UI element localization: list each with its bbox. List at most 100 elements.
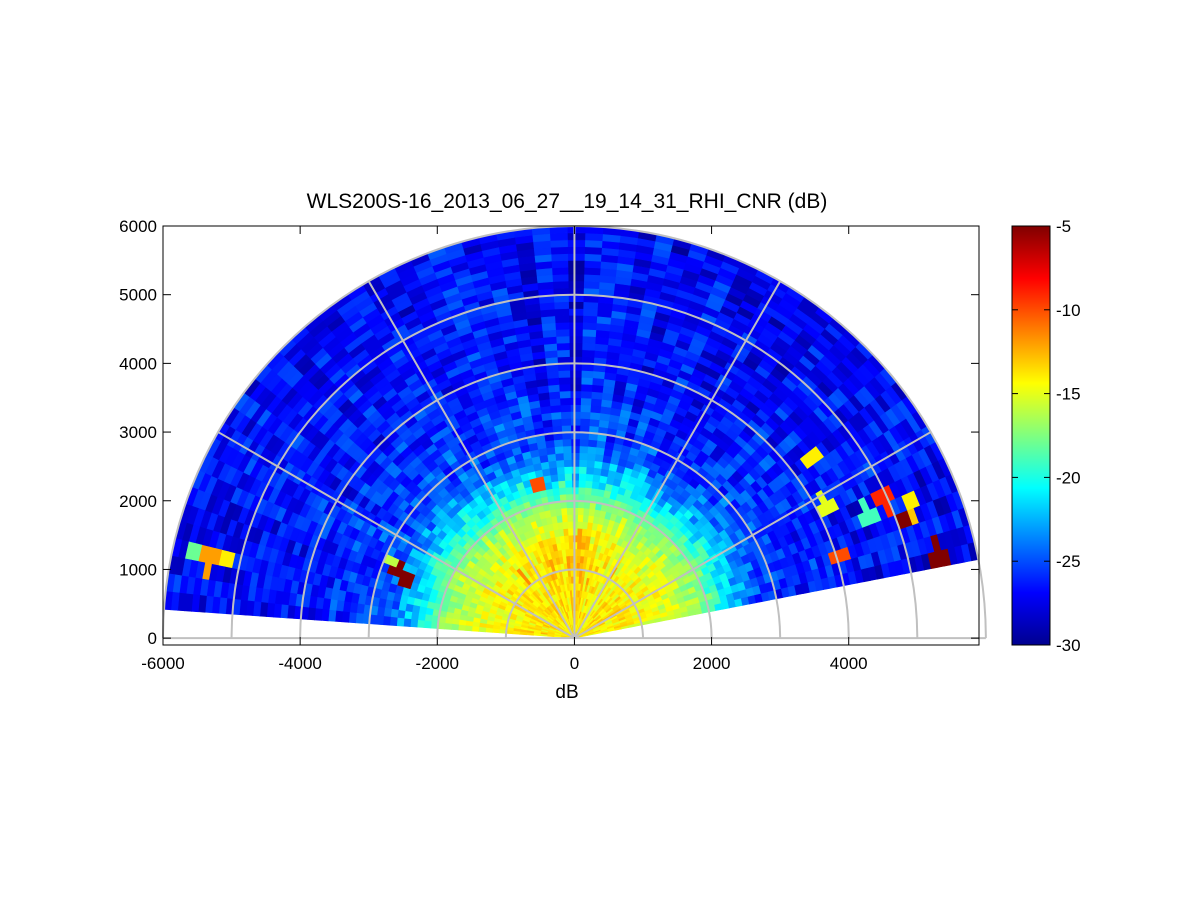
- cnr-cell-1974: [551, 260, 569, 269]
- cnr-cell-1758: [582, 507, 590, 516]
- cnr-cell-1973: [551, 266, 569, 276]
- cnr-cell-1755: [581, 528, 588, 537]
- cnr-cell-2018: [546, 370, 559, 379]
- cnr-cell-3936: [321, 609, 330, 622]
- cnr-cell-1962: [556, 342, 570, 351]
- cnr-cell-3908: [512, 630, 521, 635]
- plot-area: -6000 -4000 -2000 0 2000 4000 0 1000 2000 3000 40…: [119, 217, 987, 673]
- cnr-cell-3912: [485, 627, 493, 633]
- cnr-cell-3913: [478, 626, 487, 633]
- cnr-cell-1763: [585, 473, 594, 482]
- cnr-cell-1817: [577, 514, 584, 522]
- x-tick-label: 4000: [830, 654, 868, 673]
- spoke-30: [573, 431, 932, 639]
- cnr-cell-1821: [577, 486, 586, 495]
- spoke-60: [573, 280, 782, 639]
- cnr-cell-1703: [591, 474, 601, 483]
- cnr-cell-1827: [578, 445, 589, 454]
- colorbar-tick-label: -30: [1056, 636, 1081, 655]
- colorbar-tick-label: -10: [1056, 301, 1081, 320]
- cnr-cell-1812: [576, 548, 581, 557]
- colorbar-gradient: [1011, 225, 1051, 646]
- cnr-cell-3924: [403, 618, 412, 627]
- cnr-cell-2016: [547, 384, 560, 393]
- cnr-cell-1957: [558, 376, 571, 385]
- cnr-cell-1847: [582, 308, 598, 317]
- cnr-cell-1975: [550, 253, 569, 262]
- cnr-cell-1777: [591, 377, 605, 386]
- cnr-cell-1771: [588, 418, 600, 427]
- cnr-cell-1897: [569, 376, 582, 385]
- cnr-cell-3915: [464, 625, 473, 632]
- cnr-cell-1825: [578, 459, 588, 468]
- cnr-cell-1945: [563, 459, 572, 468]
- cnr-cell-1942: [564, 479, 573, 488]
- cnr-cell-1937: [566, 514, 573, 522]
- cnr-cell-1834: [580, 397, 592, 406]
- cnr-cell-1855: [583, 253, 602, 262]
- cnr-cell-2003: [556, 473, 566, 482]
- cnr-cell-1813: [576, 541, 582, 550]
- cnr-cell-3931: [355, 612, 364, 624]
- cnr-cell-1961: [556, 349, 570, 358]
- cnr-cell-1965: [554, 321, 570, 330]
- spoke-150: [217, 431, 575, 639]
- cnr-cell-1764: [585, 466, 595, 475]
- cnr-cell-1762: [584, 480, 593, 489]
- cnr-cell-1958: [557, 369, 571, 378]
- cnr-cell-1918: [567, 232, 586, 241]
- cnr-cell-1838: [580, 370, 594, 379]
- cnr-cell-1858: [584, 232, 603, 242]
- cnr-cell-1978: [549, 232, 568, 241]
- y-tick-label: 3000: [119, 423, 157, 442]
- cnr-cell-3918: [444, 623, 453, 630]
- cnr-cell-1904: [568, 328, 583, 337]
- cnr-cell-1814: [576, 534, 582, 543]
- cnr-cell-1852: [583, 273, 601, 283]
- cnr-cell-1842: [581, 342, 596, 351]
- cnr-cell-1772: [589, 411, 601, 421]
- cnr-cell-1905: [568, 321, 583, 330]
- cnr-cell-1823: [578, 473, 587, 481]
- cnr-cell-2011: [551, 418, 562, 427]
- cnr-cell-3935: [327, 609, 337, 622]
- cnr-cell-1963: [555, 335, 570, 344]
- cnr-cell-1893: [570, 404, 581, 412]
- cnr-cell-1843: [581, 335, 596, 344]
- cnr-cell-2002: [557, 480, 566, 489]
- cnr-cell-3861: [424, 614, 433, 623]
- cnr-cell-3922: [416, 619, 425, 628]
- cnr-cell-2007: [554, 445, 564, 455]
- cnr-cell-1913: [567, 266, 585, 275]
- cnr-cell-1906: [568, 315, 584, 323]
- cnr-cell-3864: [403, 610, 413, 620]
- cnr-cell-3862: [417, 613, 426, 622]
- cnr-cell-2066: [546, 453, 557, 462]
- y-tick-label: 0: [148, 629, 157, 648]
- cnr-cell-1757: [582, 514, 589, 523]
- cnr-cell-1701: [590, 487, 599, 496]
- cnr-cell-1828: [579, 438, 589, 447]
- cnr-cell-1966: [554, 315, 570, 324]
- cnr-cell-2001: [558, 486, 566, 496]
- x-axis-ticks: -6000 -4000 -2000 0 2000 4000: [141, 226, 868, 673]
- cnr-cell-1956: [558, 383, 571, 392]
- chart-title: WLS200S-16_2013_06_27__19_14_31_RHI_CNR …: [307, 190, 828, 213]
- cnr-cell-1815: [576, 527, 583, 536]
- x-axis-label: dB: [555, 682, 578, 703]
- cnr-cell-3916: [457, 624, 466, 631]
- cnr-cell-2004: [556, 466, 565, 475]
- cnr-cell-1841: [581, 349, 595, 358]
- cnr-cell-3925: [396, 617, 405, 627]
- cnr-cell-1836: [580, 383, 593, 392]
- colorbar-tick-label: -25: [1056, 552, 1081, 571]
- cnr-cell-1902: [568, 342, 583, 351]
- cnr-cell-1948: [561, 438, 572, 447]
- cnr-cell-1954: [559, 397, 571, 406]
- cnr-cell-1941: [564, 486, 573, 495]
- cnr-cell-1947: [562, 445, 572, 454]
- cnr-cell-1912: [567, 273, 585, 282]
- cnr-cell-2014: [549, 397, 561, 407]
- cnr-cell-1894: [569, 397, 582, 405]
